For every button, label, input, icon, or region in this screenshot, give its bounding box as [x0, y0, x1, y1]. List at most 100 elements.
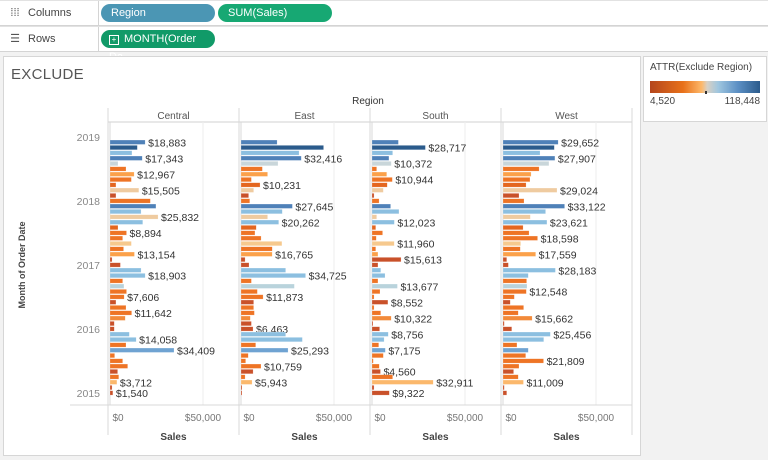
bar-south	[371, 246, 376, 252]
bar-west	[502, 182, 527, 188]
bar-south	[371, 337, 385, 342]
data-label: $9,322	[392, 388, 424, 400]
bar-south	[371, 331, 389, 337]
data-label: $3,712	[120, 377, 152, 389]
bar-south	[371, 353, 384, 358]
data-label: $17,559	[539, 249, 577, 261]
data-label: $28,717	[428, 143, 466, 155]
data-label: $18,598	[541, 233, 579, 245]
bar-west	[502, 390, 507, 396]
bar-central	[109, 390, 114, 396]
data-label: $27,907	[558, 153, 596, 165]
bar-east	[240, 161, 279, 166]
data-label: $29,652	[561, 137, 599, 149]
data-label: $10,372	[394, 159, 432, 171]
bar-west	[502, 219, 548, 225]
y-tick-label: 2017	[77, 260, 101, 272]
bar-west	[502, 283, 528, 289]
bar-south	[371, 363, 380, 369]
legend-max: 118,448	[724, 96, 760, 107]
sum-sales-pill[interactable]: SUM(Sales)	[218, 4, 332, 22]
region-pill[interactable]: Region	[101, 4, 215, 22]
data-label: $25,456	[553, 329, 591, 341]
bar-east	[240, 369, 254, 374]
bar-east	[240, 273, 306, 278]
bar-west	[502, 241, 521, 246]
bar-south	[371, 267, 381, 273]
bar-east	[240, 390, 243, 396]
bar-east	[240, 150, 300, 156]
bar-east	[240, 347, 289, 353]
region-header-west: West	[555, 111, 578, 122]
data-label: $7,175	[388, 345, 420, 357]
x-axis-title: Sales	[553, 432, 580, 443]
bar-central	[109, 198, 151, 204]
data-label: $33,122	[568, 201, 606, 213]
bar-west	[502, 171, 532, 177]
data-label: $13,154	[137, 249, 175, 261]
data-label: $12,023	[397, 217, 435, 229]
bar-central	[109, 273, 146, 278]
columns-shelf[interactable]: ⁞⁞⁞ Columns Region SUM(Sales)	[0, 0, 768, 26]
bar-south	[371, 235, 377, 241]
bar-west	[502, 273, 529, 278]
data-label: $5,943	[255, 377, 287, 389]
bar-east	[240, 374, 246, 380]
bar-central	[109, 177, 132, 182]
data-label: $7,606	[127, 292, 159, 304]
bar-west	[502, 230, 530, 236]
x-tick-label: $50,000	[578, 413, 615, 424]
y-tick-label: 2015	[77, 388, 101, 400]
bar-east	[240, 203, 293, 209]
columns-shelf-label: ⁞⁞⁞ Columns	[0, 1, 99, 25]
y-tick-label: 2016	[77, 324, 101, 336]
bar-east	[240, 225, 257, 230]
data-label: $32,416	[304, 153, 342, 165]
expand-plus-icon[interactable]: +	[109, 35, 119, 45]
legend-min: 4,520	[650, 96, 676, 107]
x-tick-label: $50,000	[447, 413, 484, 424]
bar-central	[109, 326, 115, 332]
legend-color-ramp[interactable]	[650, 81, 760, 93]
bar-west	[502, 251, 536, 257]
month-order-date-pill[interactable]: +MONTH(Order Da..	[101, 30, 215, 63]
legend-midpoint-marker	[705, 91, 707, 94]
bar-east	[240, 379, 253, 385]
bar-south	[371, 214, 377, 220]
bar-central	[109, 235, 123, 241]
bar-central	[109, 305, 127, 310]
bar-central	[109, 289, 127, 294]
bar-central	[109, 358, 123, 364]
rows-shelf[interactable]: ☰Rows +MONTH(Order Da..	[0, 26, 768, 63]
bar-central	[109, 171, 135, 177]
bar-east	[240, 187, 254, 193]
data-label: $15,662	[535, 313, 573, 325]
bar-west	[502, 246, 521, 252]
bar-central	[109, 331, 130, 337]
bar-south	[371, 145, 426, 150]
data-label: $1,540	[116, 388, 148, 400]
bar-west	[502, 187, 558, 193]
data-label: $32,911	[436, 377, 473, 389]
data-label: $16,765	[275, 249, 313, 261]
region-header-east: East	[294, 111, 314, 122]
data-label: $18,883	[148, 137, 186, 149]
bar-south	[371, 166, 377, 172]
bar-central	[109, 347, 175, 353]
bar-central	[109, 155, 143, 161]
bar-east	[240, 177, 252, 182]
bar-west	[502, 150, 541, 156]
bar-south	[371, 278, 379, 284]
bar-east	[240, 342, 256, 348]
bar-south	[371, 299, 389, 305]
bar-west	[502, 379, 524, 385]
bar-east	[240, 219, 279, 225]
data-label: $10,231	[263, 180, 301, 192]
bar-south	[371, 294, 375, 300]
bar-south	[371, 379, 434, 385]
data-label: $8,894	[130, 228, 162, 240]
bar-south	[371, 241, 395, 246]
bar-south	[371, 369, 381, 374]
bar-west	[502, 326, 512, 332]
bar-east	[240, 235, 262, 241]
